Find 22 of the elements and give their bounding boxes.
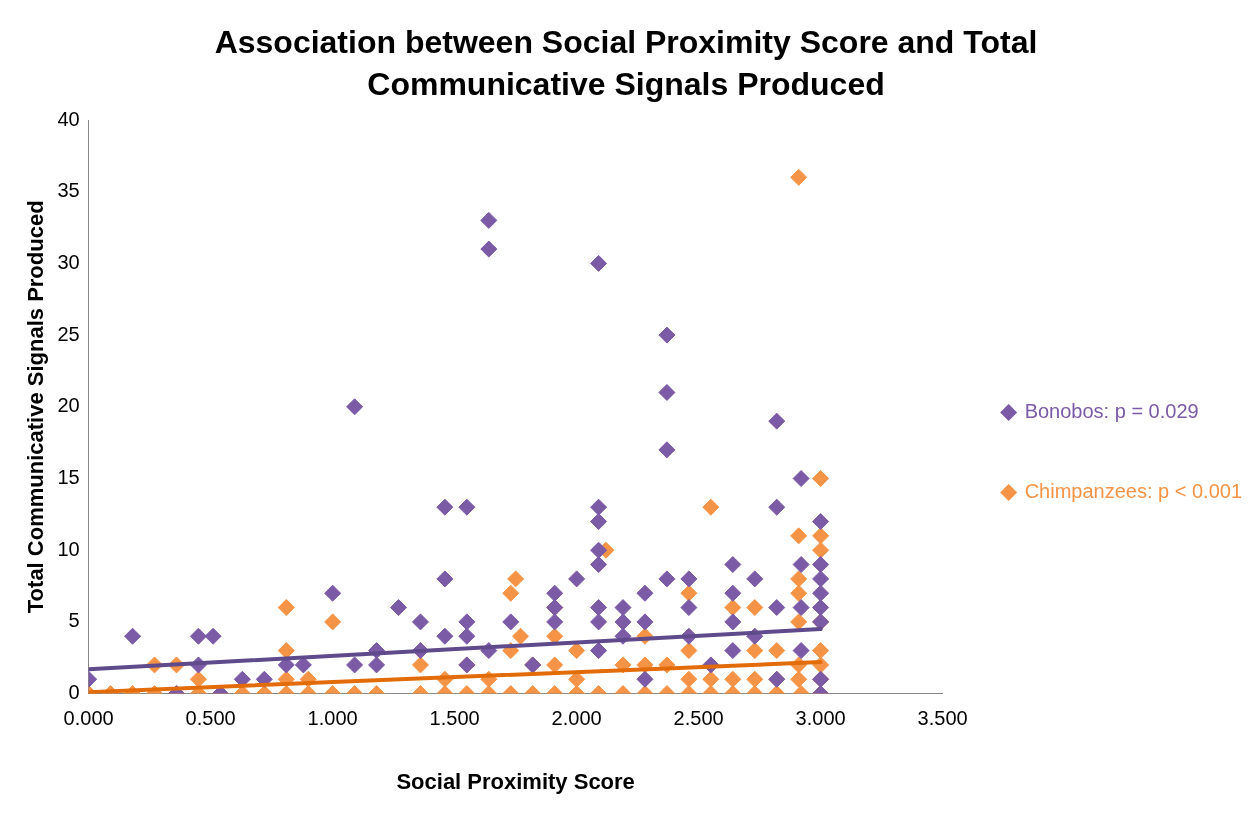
x-tick-label: 3.500: [917, 707, 968, 730]
y-tick-label: 25: [57, 322, 80, 345]
x-axis-title: Social Proximity Score: [396, 769, 635, 795]
x-tick-label: 1.500: [429, 707, 480, 730]
x-tick-label: 3.000: [795, 707, 846, 730]
y-tick-label: 5: [68, 609, 80, 632]
legend-label: Bonobos: p = 0.029: [1024, 400, 1199, 423]
y-tick-label: 15: [57, 466, 80, 489]
y-tick-label: 10: [57, 537, 80, 560]
y-tick-label: 35: [57, 179, 80, 202]
y-tick-label: 40: [57, 107, 80, 130]
y-tick-label: 30: [57, 251, 80, 274]
legend-label: Chimpanzees: p < 0.001: [1024, 480, 1243, 503]
x-tick-label: 2.500: [673, 707, 724, 730]
x-tick-label: 0.500: [185, 707, 236, 730]
y-tick-label: 0: [68, 681, 80, 704]
x-tick-label: 2.000: [551, 707, 602, 730]
x-tick-label: 1.000: [307, 707, 358, 730]
x-tick-label: 0.000: [63, 707, 114, 730]
y-tick-label: 20: [57, 394, 80, 417]
y-axis-title: Total Communicative Signals Produced: [23, 200, 49, 614]
chart-title: Association between Social Proximity Score and Total Communicative Signals Produced: [213, 23, 1039, 104]
